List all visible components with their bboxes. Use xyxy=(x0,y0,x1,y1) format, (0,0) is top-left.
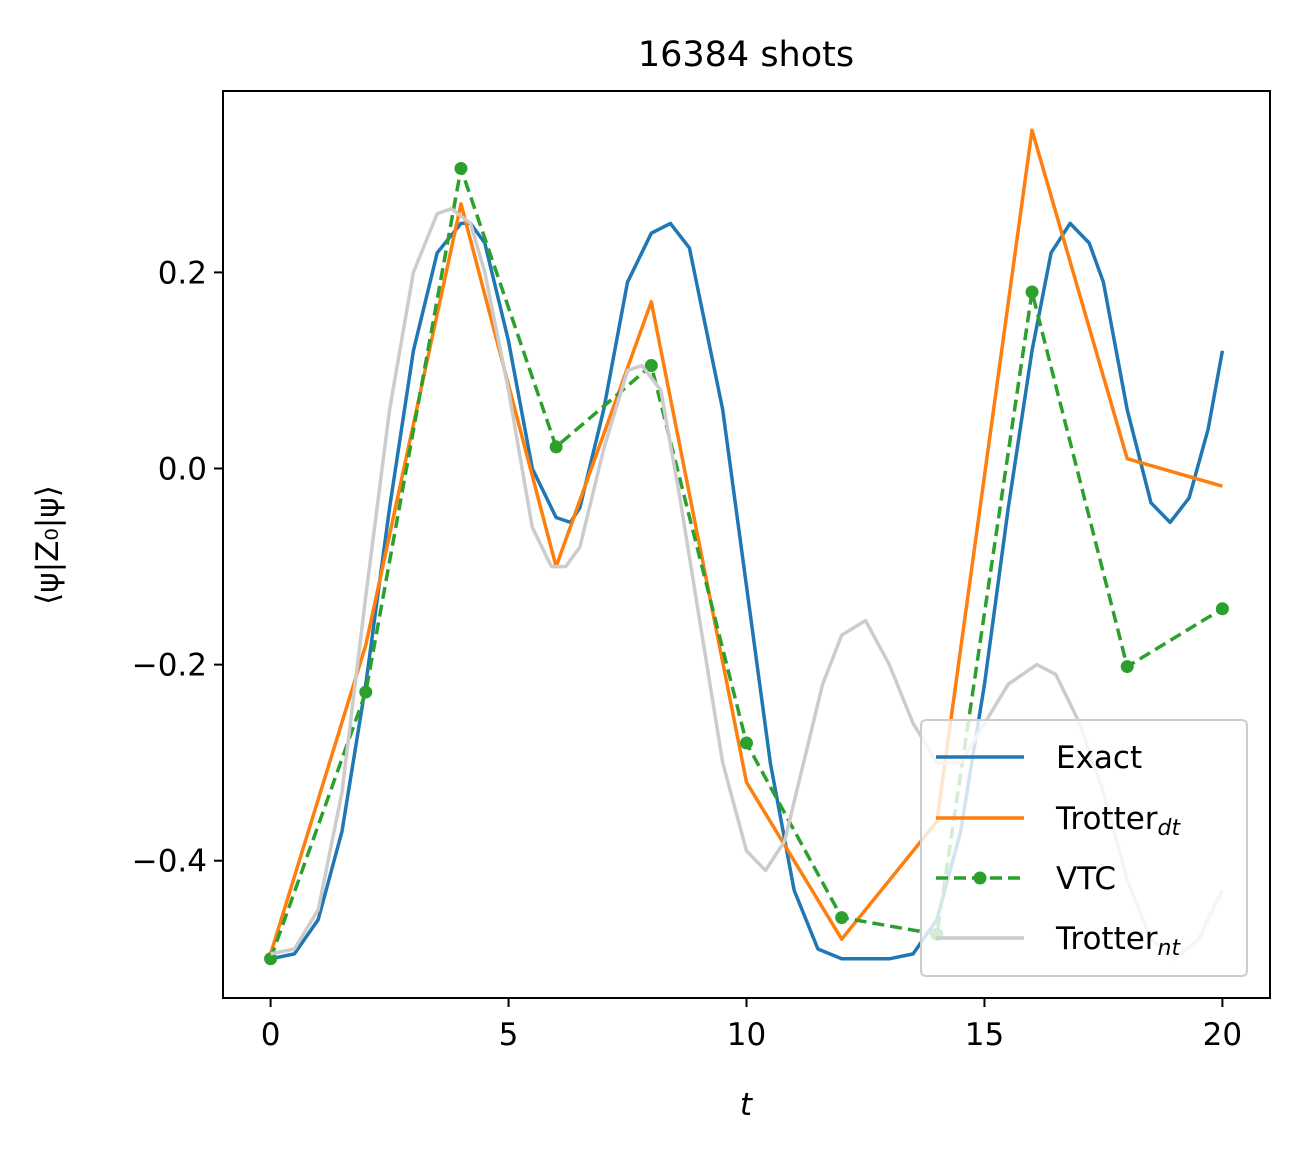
legend-label: Exact xyxy=(1056,740,1142,776)
legend-label: Trotternt xyxy=(1055,921,1181,961)
vtc-point xyxy=(835,911,849,925)
legend-marker xyxy=(973,871,987,885)
vtc-point xyxy=(264,952,278,966)
vtc-point xyxy=(1025,285,1039,299)
series-line-0 xyxy=(270,221,1225,961)
x-axis: 0 5 10 15 20 xyxy=(261,998,1242,1053)
y-tick-label: 0.0 xyxy=(158,452,207,488)
vtc-point xyxy=(359,685,373,699)
y-tick-label: 0.2 xyxy=(158,255,207,291)
chart-title: 16384 shots xyxy=(638,35,854,75)
legend-box xyxy=(920,719,1248,977)
vtc-point xyxy=(549,440,563,454)
y-tick-label: −0.4 xyxy=(132,844,207,880)
x-axis-label: t xyxy=(740,1087,754,1123)
y-axis-label: ⟨ψ|Z₀|ψ⟩ xyxy=(30,485,66,605)
vtc-point xyxy=(1215,602,1229,616)
x-tick-label: 0 xyxy=(261,1017,281,1053)
y-tick-label: −0.2 xyxy=(132,648,207,684)
vtc-point xyxy=(454,161,468,175)
legend-label: Trotterdt xyxy=(1055,801,1182,841)
legend-label: VTC xyxy=(1056,861,1116,897)
vtc-point xyxy=(644,359,658,373)
x-tick-label: 5 xyxy=(499,1017,519,1053)
series-line-3 xyxy=(270,206,1224,961)
legend: Exact Trotterdt VTC Trotternt xyxy=(920,719,1248,977)
y-axis: −0.4 −0.2 0.0 0.2 xyxy=(132,255,223,880)
vtc-point xyxy=(1120,660,1134,674)
x-tick-label: 10 xyxy=(727,1017,766,1053)
x-tick-label: 15 xyxy=(965,1017,1004,1053)
x-tick-label: 20 xyxy=(1203,1017,1242,1053)
series-layer xyxy=(264,128,1229,966)
vtc-point xyxy=(740,736,753,750)
